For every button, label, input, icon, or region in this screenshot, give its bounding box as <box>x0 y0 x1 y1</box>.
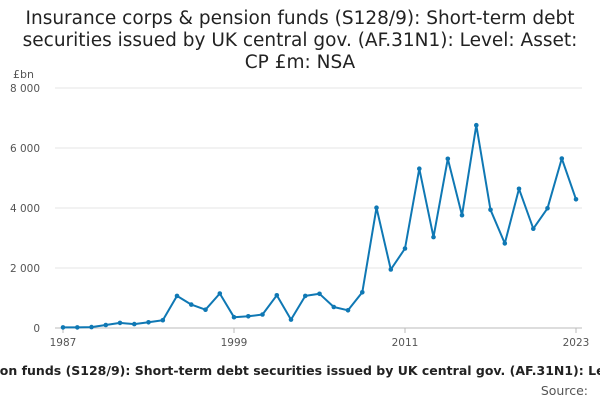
data-point <box>231 314 237 320</box>
x-tick-label: 1999 <box>221 337 248 349</box>
data-point <box>203 307 208 313</box>
chart-title-line-2: securities issued by UK central gov. (AF… <box>23 30 578 51</box>
data-point <box>217 291 223 296</box>
footer-caption: Insurance corps & pension funds (S128/9)… <box>0 363 600 378</box>
data-point <box>545 206 550 211</box>
y-tick-label: 4 000 <box>10 203 40 215</box>
data-point <box>459 212 465 218</box>
data-point <box>103 322 109 328</box>
data-point <box>132 321 137 327</box>
data-point <box>246 314 251 319</box>
data-point <box>502 241 508 246</box>
data-point <box>117 320 123 326</box>
data-point <box>417 166 422 171</box>
data-point <box>260 312 265 317</box>
data-point <box>488 207 493 213</box>
chart-title: Insurance corps & pension funds (S128/9)… <box>23 8 578 73</box>
y-tick-label: 8 000 <box>10 83 40 95</box>
x-axis: 1987 1999 2011 2023 <box>50 327 590 349</box>
data-point <box>474 122 479 128</box>
y-tick-label: 0 <box>33 323 40 335</box>
data-point <box>288 317 294 322</box>
y-axis-tick-labels: 0 2 000 4 000 6 000 8 000 <box>10 83 40 335</box>
series-group <box>60 122 579 330</box>
x-tick-label: 2011 <box>392 337 419 349</box>
data-point <box>331 304 337 310</box>
data-point <box>388 267 394 272</box>
x-tick-label: 1987 <box>50 337 77 349</box>
grid-lines <box>55 87 582 269</box>
series-line <box>62 124 577 329</box>
data-point <box>160 317 166 323</box>
data-point <box>174 293 180 299</box>
data-point <box>345 308 351 313</box>
data-point <box>146 320 151 325</box>
data-point <box>402 246 408 251</box>
data-point <box>303 293 308 299</box>
source-label: Source: <box>541 383 588 398</box>
data-point <box>431 234 436 240</box>
data-point <box>531 226 536 231</box>
data-point <box>516 186 522 192</box>
data-point <box>274 293 280 298</box>
data-point <box>89 324 94 330</box>
data-point <box>360 290 365 295</box>
data-point <box>75 325 80 330</box>
data-point <box>374 205 379 210</box>
data-point <box>60 325 66 330</box>
data-point <box>317 291 322 297</box>
x-tick-label: 2023 <box>563 337 590 349</box>
data-point <box>559 156 565 161</box>
y-tick-label: 2 000 <box>10 263 40 275</box>
y-tick-label: 6 000 <box>10 143 40 155</box>
chart-title-line-3: CP £m: NSA <box>245 52 356 73</box>
chart-title-line-1: Insurance corps & pension funds (S128/9)… <box>26 8 575 29</box>
y-axis-unit-label: £bn <box>13 68 34 81</box>
data-point <box>189 302 194 307</box>
data-point <box>573 197 579 202</box>
data-point <box>445 156 451 162</box>
